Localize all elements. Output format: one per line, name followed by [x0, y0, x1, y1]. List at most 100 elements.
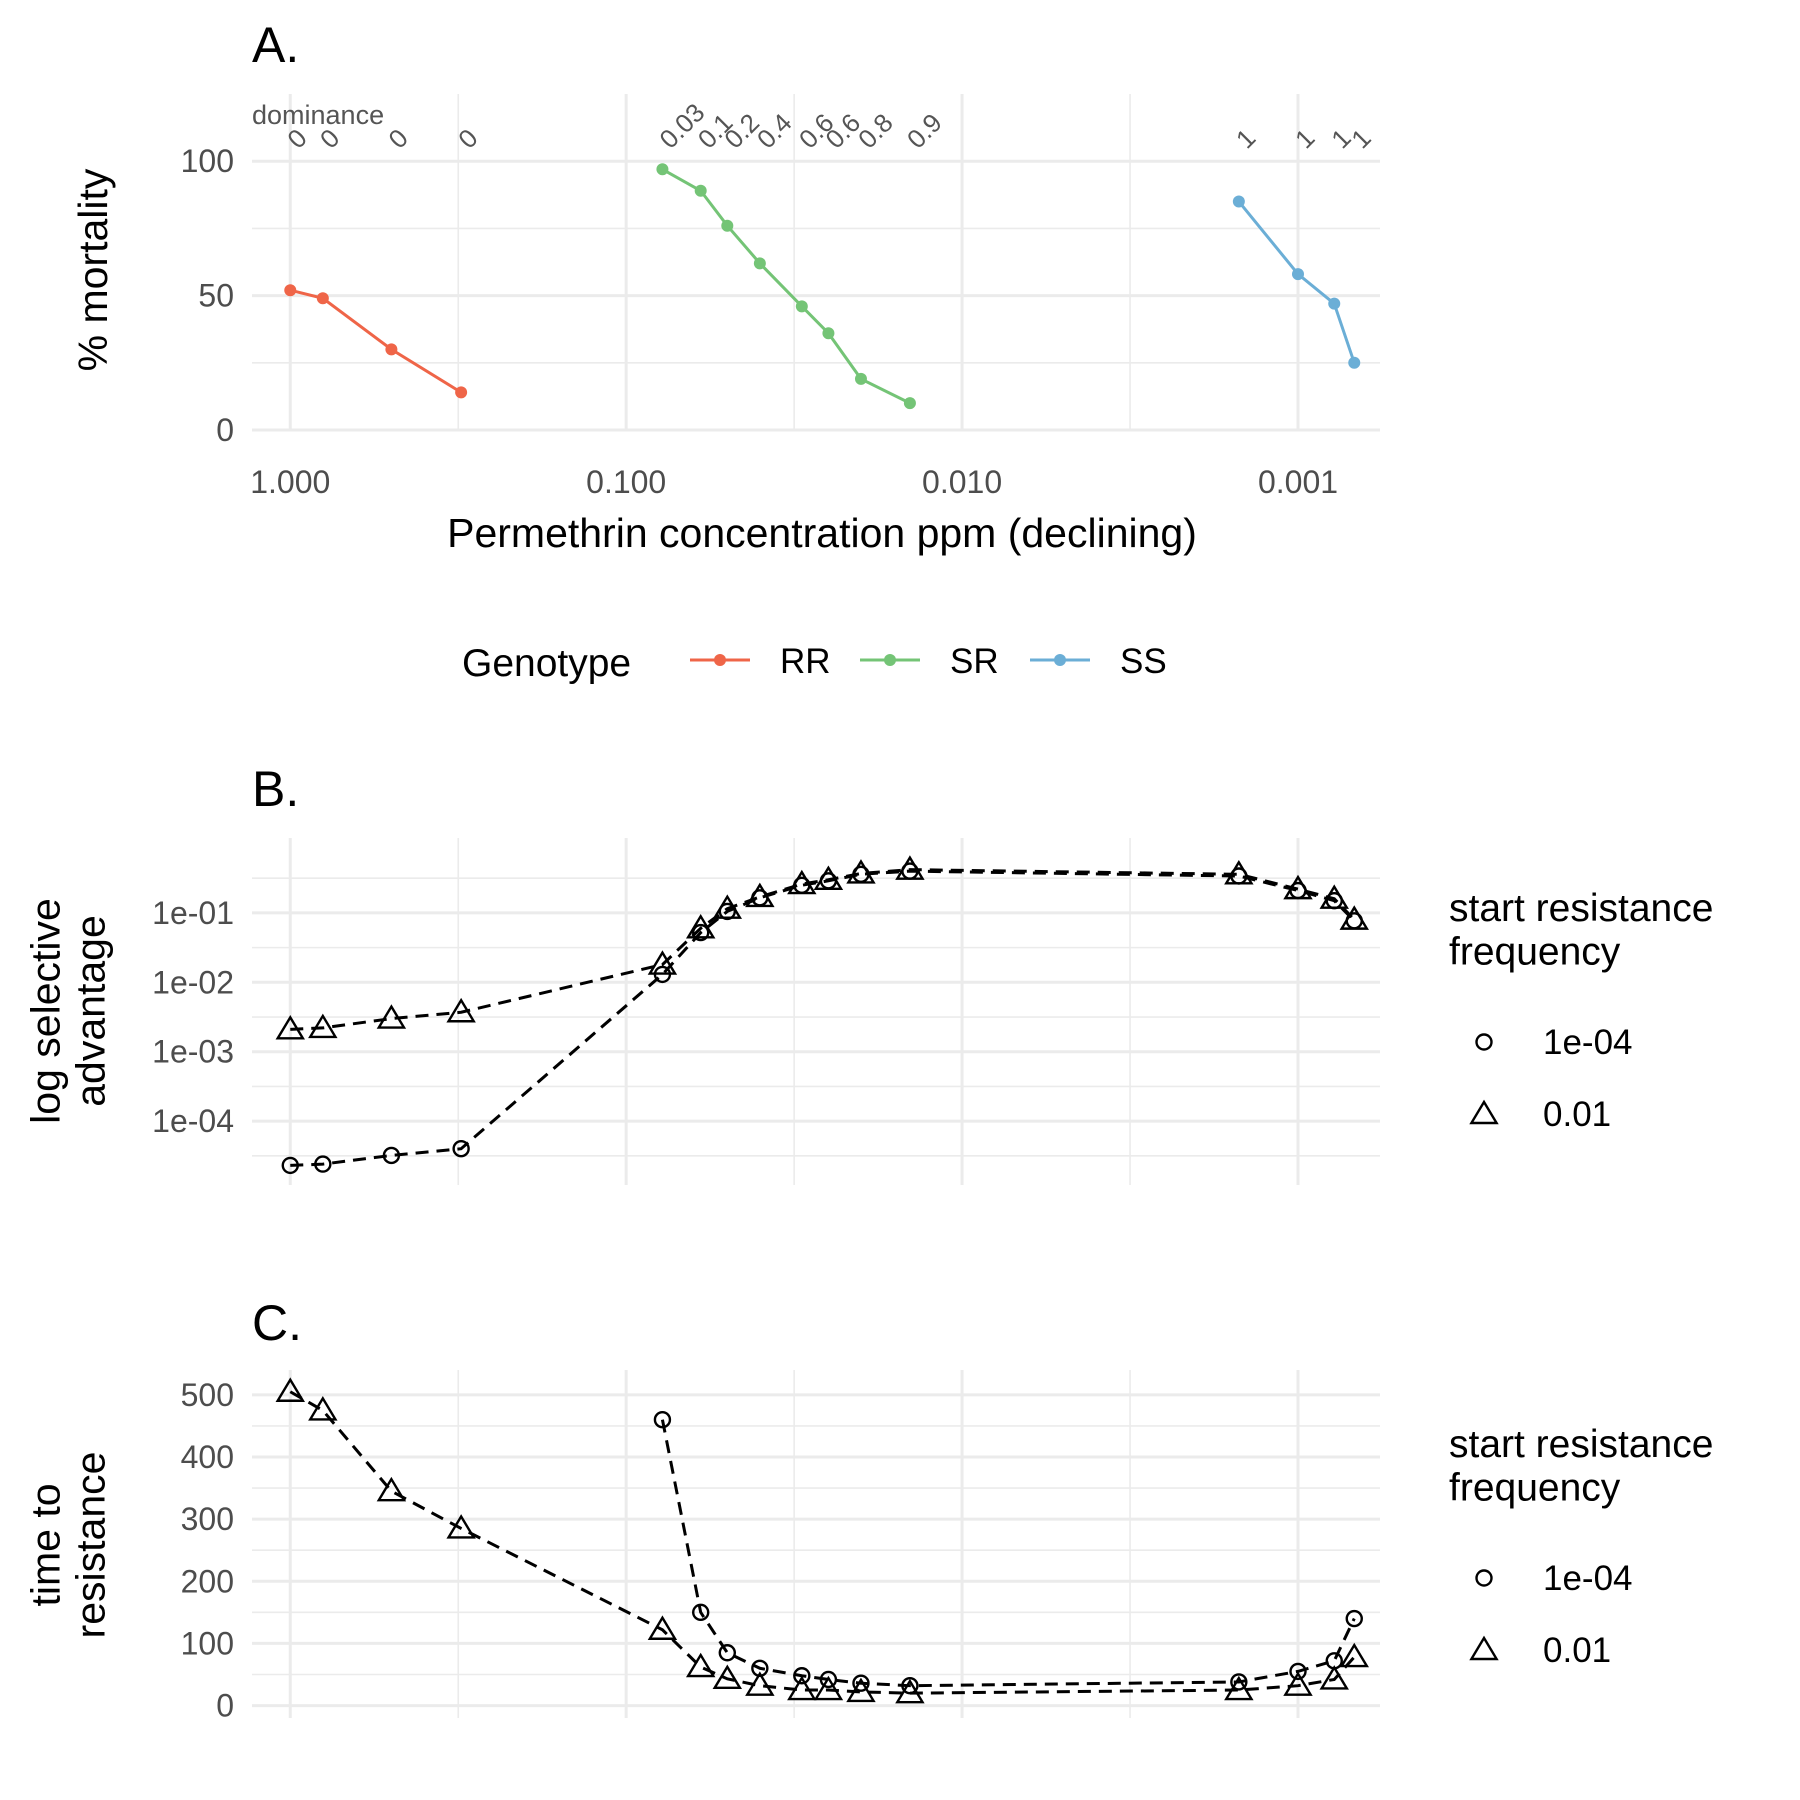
series-point [903, 397, 916, 410]
y-tick-label: 400 [181, 1439, 234, 1475]
panel-c-grid [252, 1370, 1380, 1718]
circle-point [1230, 1673, 1248, 1691]
legend-entry-label: 1e-04 [1543, 1559, 1633, 1598]
panel-c-legend: start resistance frequency 1e-04 0.01 [1449, 1423, 1713, 1670]
series-point [1291, 268, 1304, 281]
triangle-point [813, 865, 844, 890]
panel-c-ticks: 0 100 200 300 400 500 [181, 1377, 234, 1724]
series-line [290, 868, 1356, 1031]
triangle-point [745, 882, 775, 908]
legend-entry-label: 1e-04 [1543, 1023, 1633, 1062]
circle-point [1345, 1609, 1363, 1628]
triangle-point [895, 1678, 925, 1704]
y-tick-label: 300 [181, 1501, 234, 1537]
triangle-point [712, 894, 743, 919]
triangle-point [647, 950, 678, 975]
y-tick-label: 100 [181, 1625, 234, 1661]
genotype-legend-items: RR SR SS [690, 642, 1167, 681]
series-line [1237, 200, 1356, 364]
triangle-point [1339, 905, 1369, 930]
triangle-point [685, 913, 716, 939]
x-tick-label: 0.010 [922, 464, 1002, 500]
series-point [795, 300, 808, 313]
genotype-legend: Genotype RR SR SS [462, 642, 1167, 685]
triangle-point [1224, 859, 1254, 885]
legend-key-point [1054, 654, 1066, 666]
panel-b: B. 1e-04 1e-03 1e-02 1e-01 log selectiveadv… [22, 761, 1713, 1185]
series-point [1328, 297, 1341, 310]
panel-a-x-axis-title: Permethrin concentration ppm (declining) [447, 510, 1197, 556]
circle-point [692, 1603, 710, 1622]
triangle-point [1283, 874, 1313, 900]
series-point [694, 184, 707, 197]
panel-a-ticks: 0 50 100 1.000 0.100 0.010 0.001 [181, 143, 1338, 500]
y-tick-label: 1e-03 [152, 1034, 234, 1070]
panel-c: C. 0 100 200 300 400 500 time toresistance st… [22, 1295, 1713, 1724]
panel-b-title: B. [252, 761, 299, 817]
dominance-label: 0.9 [901, 107, 948, 154]
triangle-point [446, 997, 476, 1023]
triangle-point [685, 1652, 716, 1678]
panel-b-ticks: 1e-04 1e-03 1e-02 1e-01 [152, 895, 234, 1139]
triangle-point [712, 1664, 743, 1690]
series-circle [653, 1411, 1363, 1695]
circle-point [452, 1140, 470, 1158]
series-point [385, 343, 398, 356]
y-tick-label: 50 [198, 278, 234, 314]
legend-label: SR [950, 642, 999, 681]
panel-b-y-axis-title: log selectiveadvantage [22, 898, 113, 1124]
triangle-point [846, 1677, 876, 1703]
panel-a-y-axis-title: % mortality [70, 168, 116, 371]
dominance-label: 0 [382, 123, 413, 154]
circle-point [718, 1644, 736, 1662]
series-circle [281, 862, 1363, 1175]
triangle-point [647, 1615, 678, 1640]
series-point [284, 284, 297, 297]
triangle-point [446, 1514, 476, 1539]
series-line [661, 167, 911, 405]
triangle-point [1224, 1675, 1254, 1701]
y-tick-label: 0 [216, 412, 234, 448]
legend-title: start resistance frequency [1449, 887, 1713, 974]
series-line [290, 869, 1356, 1167]
dominance-label: 0 [452, 123, 483, 154]
series-line [289, 288, 462, 394]
triangle-point [1319, 1665, 1349, 1690]
dominance-label: 0.4 [751, 107, 798, 154]
triangle-point [787, 1675, 817, 1701]
series-point [854, 372, 867, 385]
x-tick-label: 1.000 [250, 464, 330, 500]
panel-b-legend: start resistance frequency 1e-04 0.01 [1449, 887, 1713, 1134]
series-point [1232, 195, 1245, 208]
series-point [1348, 356, 1361, 369]
circle-point [819, 1670, 838, 1689]
circle-point [1475, 1033, 1493, 1051]
legend-item-rr: RR [690, 642, 831, 681]
dominance-label: 0.8 [852, 107, 899, 154]
legend-key-point [714, 654, 726, 666]
circle-point [1475, 1569, 1493, 1587]
x-tick-label: 0.001 [1258, 464, 1338, 500]
legend-key-point [884, 654, 896, 666]
series-point [656, 163, 669, 176]
dominance-label: 1 [1230, 123, 1261, 154]
triangle-point [308, 1013, 338, 1039]
series-line [289, 1390, 1356, 1695]
y-tick-label: 0 [216, 1688, 234, 1724]
circle-point [281, 1156, 299, 1175]
panel-a-grid [252, 94, 1380, 432]
triangle-point [1469, 1635, 1499, 1661]
triangle-point [1469, 1099, 1499, 1125]
legend-entry-label: 0.01 [1543, 1631, 1611, 1670]
triangle-point [846, 859, 876, 884]
y-tick-label: 200 [181, 1563, 234, 1599]
triangle-point [895, 855, 925, 880]
circle-point [382, 1146, 401, 1165]
legend-title: start resistance frequency [1449, 1423, 1713, 1510]
panel-b-series [275, 855, 1369, 1175]
dominance-label: 1 [1289, 123, 1320, 154]
circle-point [314, 1155, 332, 1173]
y-axis-title-text: time toresistance [22, 1452, 113, 1639]
